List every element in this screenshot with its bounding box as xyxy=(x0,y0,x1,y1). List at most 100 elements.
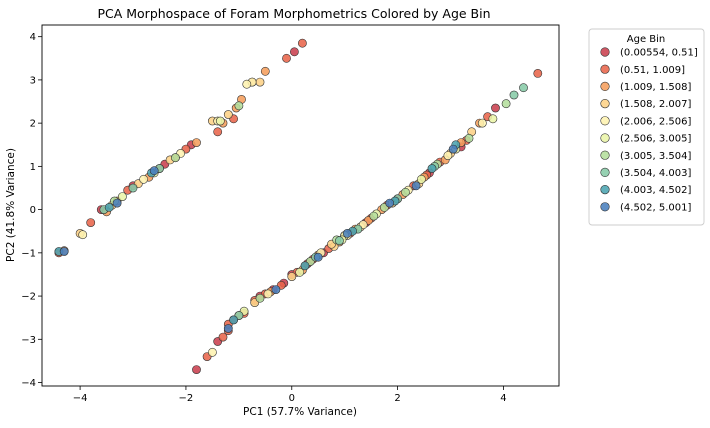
legend-marker xyxy=(600,98,610,109)
legend-label: (2.006, 2.506] xyxy=(620,116,692,127)
legend-marker xyxy=(600,116,610,126)
scatter-point xyxy=(464,133,474,143)
x-tick-label: 0 xyxy=(289,393,295,404)
scatter-point xyxy=(242,79,252,89)
scatter-point xyxy=(86,218,96,227)
y-tick-label: 3 xyxy=(30,75,36,86)
legend-marker xyxy=(600,202,610,212)
scatter-point xyxy=(215,116,225,126)
scatter-point xyxy=(287,272,297,281)
scatter-point xyxy=(385,198,395,208)
scatter-point xyxy=(271,285,281,294)
scatter-point xyxy=(139,174,148,184)
scatter-point xyxy=(207,347,217,357)
legend-marker xyxy=(600,167,610,177)
scatter-point xyxy=(192,365,201,374)
y-tick-label: 1 xyxy=(30,162,36,173)
series-4 xyxy=(78,77,487,357)
legend-marker xyxy=(600,133,610,143)
legend-label: (4.003, 4.502] xyxy=(620,185,692,196)
scatter-point xyxy=(448,144,458,154)
scatter-point xyxy=(128,183,138,193)
scatter-point xyxy=(401,187,410,197)
scatter-point xyxy=(369,211,379,221)
scatter-point xyxy=(59,247,69,256)
legend-label: (3.504, 4.003] xyxy=(620,168,692,179)
legend-title: Age Bin xyxy=(627,34,666,45)
scatter-point xyxy=(295,267,305,277)
scatter-point xyxy=(78,230,88,240)
legend-marker xyxy=(600,81,610,91)
scatter-point xyxy=(218,332,228,342)
chart-title: PCA Morphospace of Foram Morphometrics C… xyxy=(97,6,490,21)
scatter-point xyxy=(118,192,127,201)
scatter-point xyxy=(488,114,498,124)
legend-label: (1.009, 1.508] xyxy=(620,82,692,93)
x-tick-label: −2 xyxy=(179,393,194,404)
scatter-point xyxy=(213,127,223,137)
scatter-point xyxy=(282,53,291,63)
scatter-point xyxy=(519,83,528,93)
scatter-point xyxy=(104,202,114,212)
legend: Age Bin (0.00554, 0.51] (0.51, 1.009] (1.0… xyxy=(588,28,705,226)
scatter-point xyxy=(112,198,122,208)
y-tick-label: 4 xyxy=(30,32,36,43)
scatter-point xyxy=(192,138,201,147)
plot-frame xyxy=(41,24,560,387)
legend-frame xyxy=(588,28,705,226)
scatter-point xyxy=(501,99,511,109)
legend-marker xyxy=(600,185,610,195)
y-tick-label: 0 xyxy=(30,205,36,216)
scatter-point xyxy=(255,77,265,87)
points-layer xyxy=(54,38,543,374)
legend-label: (2.506, 3.005] xyxy=(620,134,692,145)
y-tick-label: −3 xyxy=(21,335,36,346)
series-9 xyxy=(59,144,458,333)
scatter-point xyxy=(149,166,159,176)
scatter-point xyxy=(297,38,307,48)
legend-marker xyxy=(600,47,610,57)
legend-label: (0.00554, 0.51] xyxy=(620,48,698,59)
scatter-point xyxy=(477,118,487,128)
y-axis: −4 −3 −2 −1 0 1 2 3 4 xyxy=(21,32,42,389)
legend-label: (1.508, 2.007] xyxy=(620,99,692,110)
y-tick-label: −1 xyxy=(21,248,36,259)
scatter-point xyxy=(260,66,270,76)
legend-marker xyxy=(600,64,610,74)
scatter-point xyxy=(533,69,543,78)
y-tick-label: −4 xyxy=(21,378,36,389)
scatter-point xyxy=(170,153,180,163)
x-tick-label: −4 xyxy=(73,393,88,404)
scatter-point xyxy=(416,174,426,184)
plot-area xyxy=(42,25,559,386)
legend-label: (3.005, 3.504] xyxy=(620,151,692,162)
y-tick-label: 2 xyxy=(30,119,36,130)
scatter-point xyxy=(334,236,344,246)
scatter-point xyxy=(509,90,519,100)
scatter-point xyxy=(223,324,233,333)
scatter-point xyxy=(234,101,244,111)
y-axis-label: PC2 (41.8% Variance) xyxy=(5,148,17,262)
scatter-point xyxy=(313,252,323,262)
scatter-point xyxy=(300,261,310,271)
scatter-point xyxy=(411,181,421,191)
y-tick-label: −2 xyxy=(21,292,36,303)
scatter-point xyxy=(342,228,352,238)
scatter-point xyxy=(263,289,273,299)
scatter-point xyxy=(443,151,453,160)
x-tick-label: 2 xyxy=(394,393,400,404)
x-tick-label: 4 xyxy=(500,393,506,404)
legend-items: (0.00554, 0.51] (0.51, 1.009] (1.009, 1.50… xyxy=(600,47,698,213)
x-axis: −4 −2 0 2 4 xyxy=(73,386,507,404)
x-axis-label: PC1 (57.7% Variance) xyxy=(243,406,357,418)
scatter-point xyxy=(427,164,437,173)
scatter-point xyxy=(223,110,233,119)
scatter-point xyxy=(229,315,238,325)
scatter-point xyxy=(255,293,265,303)
legend-marker xyxy=(600,150,610,160)
scatter-point xyxy=(491,103,500,113)
scatter-point xyxy=(289,47,299,57)
legend-label: (4.502, 5.001] xyxy=(620,202,692,213)
